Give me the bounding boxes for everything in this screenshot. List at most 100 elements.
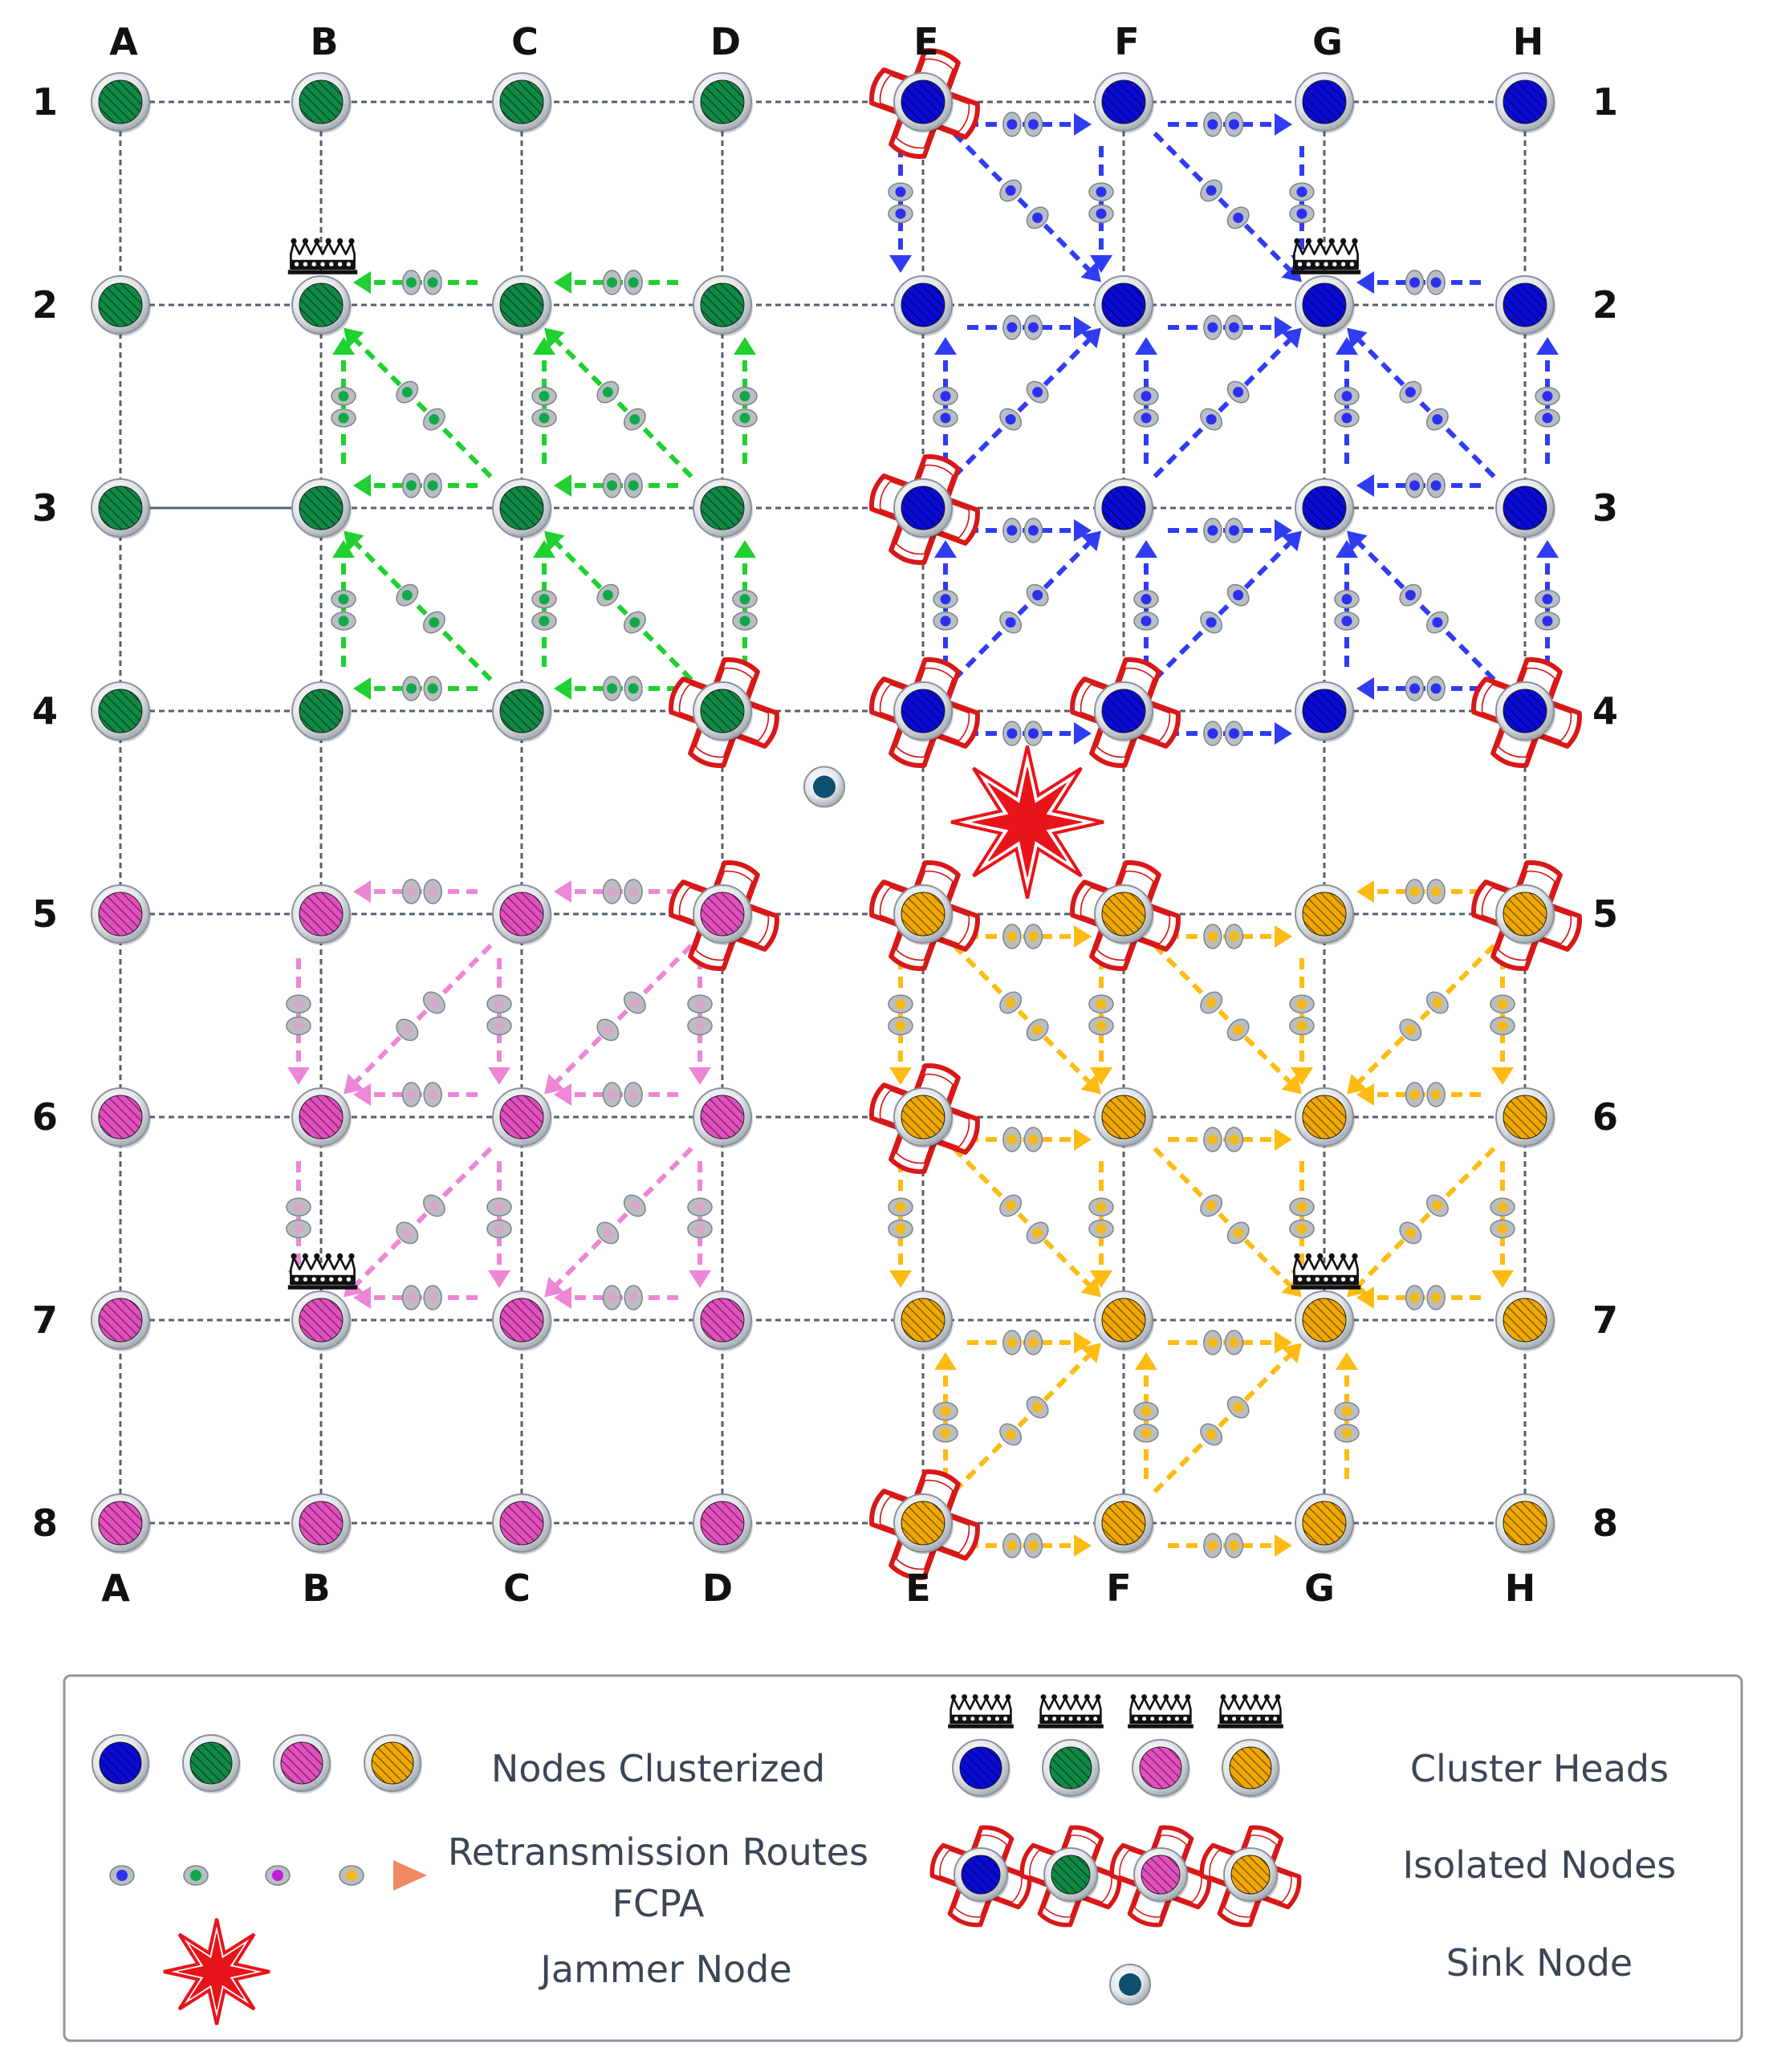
node-H8 — [1495, 1493, 1555, 1554]
route-blue-F1-G2 — [1153, 132, 1302, 282]
column-label-bottom-C: C — [503, 1566, 531, 1610]
route-orange-H5-G6 — [1347, 944, 1496, 1095]
node-H2 — [1495, 275, 1555, 336]
node-E8 — [893, 1493, 954, 1554]
column-label-top-H: H — [1513, 20, 1544, 63]
grid-labels: A A B B C C D D E E F F G G H H 1 1 2 2 3 3 4 4 5 5 6 6 7 7 8 8 — [32, 20, 1618, 1610]
node-F3 — [1094, 478, 1154, 539]
grid-lines — [119, 100, 1527, 1525]
route-green-D4-C4 — [554, 676, 678, 701]
isolation-markers — [669, 48, 1582, 1580]
route-green-C3-B3 — [353, 473, 478, 498]
node-B7 — [291, 1290, 352, 1351]
legend-sink-icon — [1109, 1964, 1151, 2005]
route-green-B3-B2 — [331, 337, 356, 464]
route-orange-E7-F7 — [967, 1330, 1092, 1355]
route-pink-D5-C5 — [554, 879, 678, 904]
node-B3 — [291, 478, 352, 539]
route-orange-F5-F6 — [1088, 958, 1114, 1085]
node-E3 — [893, 478, 954, 539]
node-G6 — [1295, 1087, 1355, 1148]
node-H4 — [1495, 681, 1555, 742]
row-label-right-8: 8 — [1592, 1501, 1618, 1545]
column-label-top-E: E — [913, 20, 938, 63]
node-D4 — [693, 681, 753, 742]
node-E6 — [893, 1087, 954, 1148]
route-blue-E4-F4 — [967, 721, 1092, 746]
legend-nodes-label: Nodes Clusterized — [491, 1747, 825, 1790]
column-label-bottom-B: B — [302, 1566, 330, 1610]
route-orange-E6-F7 — [952, 1147, 1101, 1298]
node-H6 — [1495, 1087, 1555, 1148]
route-orange-G5-G6 — [1289, 958, 1315, 1085]
route-pink-D6-C6 — [554, 1082, 678, 1107]
legend-isolated-node-blue — [954, 1847, 1009, 1903]
route-green-C3-C2 — [531, 337, 557, 464]
legend-node-pink — [273, 1734, 331, 1794]
route-pink-C6-B6 — [353, 1082, 478, 1107]
route-green-C4-C3 — [531, 540, 557, 667]
route-blue-E1-F2 — [952, 132, 1101, 282]
route-green-D3-C3 — [554, 473, 678, 498]
node-C7 — [492, 1290, 552, 1351]
node-D8 — [693, 1493, 753, 1554]
node-H7 — [1495, 1290, 1555, 1351]
route-green-D3-D2 — [732, 337, 758, 464]
node-C5 — [492, 884, 552, 945]
node-F5 — [1094, 884, 1154, 945]
node-G2 — [1295, 275, 1355, 336]
retransmission-routes — [286, 112, 1560, 1558]
row-label-left-1: 1 — [32, 80, 58, 124]
node-A1 — [91, 72, 151, 133]
route-pink-C5-C6 — [486, 958, 512, 1085]
cluster-head-crown-G2 — [1291, 238, 1361, 274]
column-label-top-C: C — [511, 20, 539, 63]
route-pink-B5-B6 — [286, 958, 311, 1085]
route-green-B4-B3 — [331, 540, 356, 667]
route-blue-F1-G1 — [1168, 112, 1292, 137]
row-label-left-8: 8 — [32, 1501, 58, 1545]
special-nodes — [803, 746, 1104, 899]
legend-isolated-label: Isolated Nodes — [1403, 1843, 1677, 1887]
legend-heads-label: Cluster Heads — [1410, 1747, 1669, 1790]
route-orange-E5-F5 — [967, 924, 1092, 949]
sensor-nodes — [91, 72, 1555, 1554]
route-blue-E4-F3 — [952, 530, 1101, 681]
row-label-right-5: 5 — [1592, 892, 1618, 936]
node-G4 — [1295, 681, 1355, 742]
row-label-left-4: 4 — [32, 689, 58, 733]
route-orange-H6-H7 — [1490, 1161, 1515, 1288]
route-blue-H3-G2 — [1347, 327, 1496, 478]
node-H5 — [1495, 884, 1555, 945]
route-orange-F6-F7 — [1088, 1161, 1114, 1288]
route-orange-F5-G6 — [1153, 944, 1302, 1095]
route-pink-D6-D7 — [687, 1161, 713, 1288]
route-orange-H6-G7 — [1347, 1147, 1496, 1298]
legend-crown-pink — [1128, 1694, 1193, 1729]
route-orange-G8-G7 — [1334, 1352, 1360, 1479]
route-pink-D5-C6 — [544, 944, 693, 1095]
route-pink-C5-B6 — [344, 944, 493, 1095]
node-A5 — [91, 884, 151, 945]
route-orange-H5-H6 — [1490, 958, 1515, 1085]
node-G3 — [1295, 478, 1355, 539]
legend-head-blue — [952, 1739, 1010, 1798]
node-H3 — [1495, 478, 1555, 539]
node-D1 — [693, 72, 753, 133]
column-label-bottom-F: F — [1106, 1566, 1131, 1610]
route-green-C4-B3 — [344, 530, 493, 681]
legend-head-orange — [1222, 1739, 1280, 1798]
route-green-C2-B2 — [353, 270, 478, 295]
route-blue-E3-E2 — [933, 337, 958, 464]
node-E4 — [893, 681, 954, 742]
route-blue-F3-F2 — [1133, 337, 1159, 464]
legend-route-arrow — [95, 1860, 427, 1891]
node-F4 — [1094, 681, 1154, 742]
route-blue-H2-G2 — [1356, 270, 1481, 295]
legend-node-green — [182, 1734, 241, 1794]
node-E2 — [893, 275, 954, 336]
route-blue-F3-G2 — [1153, 327, 1302, 478]
route-blue-H3-G3 — [1356, 473, 1481, 498]
route-pink-D7-C7 — [554, 1285, 678, 1310]
